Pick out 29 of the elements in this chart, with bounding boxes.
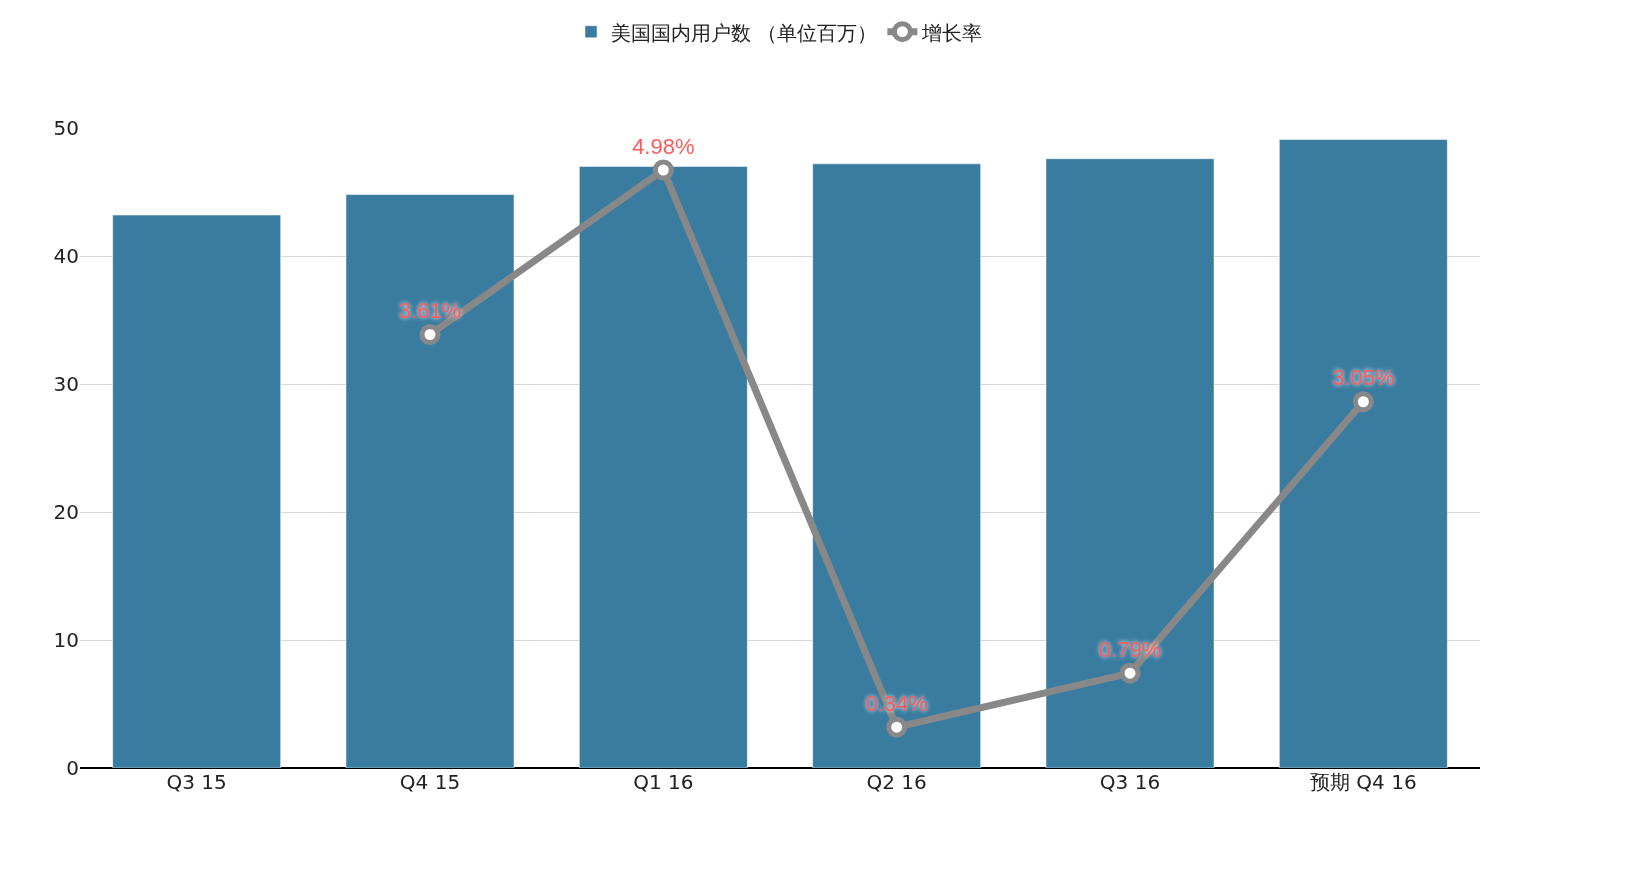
y-tick-label: 30 (53, 372, 79, 396)
y-tick-label: 40 (53, 244, 79, 268)
x-tick-label: Q3 15 (166, 770, 227, 794)
x-tick-label: Q4 15 (399, 770, 461, 794)
x-tick-label: 预期 Q4 16 (1310, 770, 1417, 794)
bar (812, 163, 981, 768)
point (419, 324, 441, 345)
y-tick-label: 20 (53, 500, 79, 524)
legend-label: 增长率 (921, 20, 983, 45)
point (886, 716, 908, 738)
y-tick-label: 10 (53, 628, 79, 652)
point (1119, 662, 1141, 684)
y-tick-label: 50 (53, 116, 79, 140)
data-label: 0.79% (1098, 636, 1162, 662)
x-tick-label: Q3 16 (1099, 770, 1161, 794)
data-label: 3.05% (1332, 365, 1395, 391)
point (1352, 391, 1374, 413)
data-label: 4.98% (632, 133, 695, 159)
bar (1279, 139, 1448, 768)
x-tick-label: Q1 16 (633, 770, 694, 794)
bar (1045, 158, 1215, 768)
data-label: 3.61% (398, 298, 462, 324)
y-tick-label: 0 (66, 756, 79, 780)
point (652, 159, 674, 181)
bar (345, 194, 515, 768)
data-label: 0.34% (865, 690, 928, 716)
legend-label: 美国国内用户数 （单位百万） (611, 20, 878, 45)
x-tick-label: Q2 16 (866, 770, 927, 794)
bar (112, 214, 281, 768)
